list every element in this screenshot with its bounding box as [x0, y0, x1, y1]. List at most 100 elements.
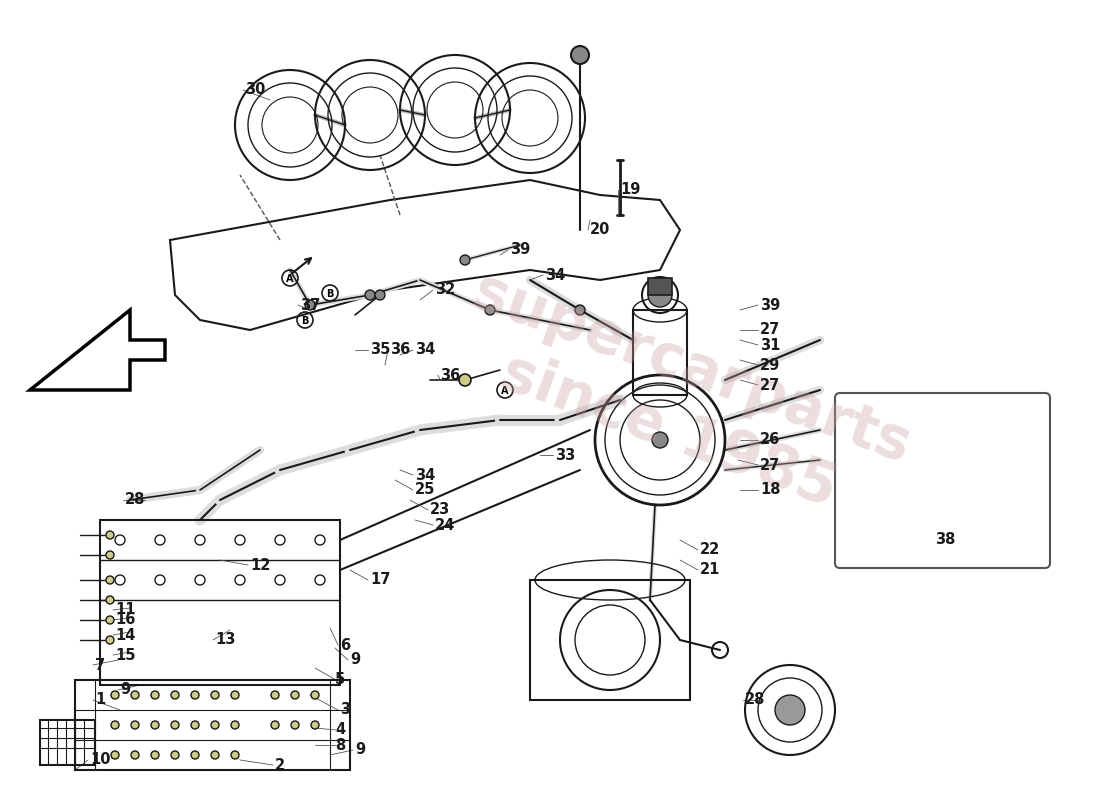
Circle shape — [305, 300, 315, 310]
Circle shape — [575, 305, 585, 315]
Text: 34: 34 — [415, 467, 436, 482]
Circle shape — [106, 551, 114, 559]
Text: A: A — [502, 386, 508, 396]
Bar — [40, 720, 95, 765]
Circle shape — [571, 46, 588, 64]
Text: 37: 37 — [300, 298, 320, 313]
Circle shape — [271, 691, 279, 699]
Circle shape — [231, 721, 239, 729]
Circle shape — [776, 695, 805, 725]
Circle shape — [211, 751, 219, 759]
Text: 13: 13 — [214, 633, 235, 647]
Text: 33: 33 — [556, 447, 575, 462]
Text: 4: 4 — [336, 722, 345, 738]
Circle shape — [106, 596, 114, 604]
Text: 28: 28 — [125, 493, 145, 507]
Bar — [648, 278, 672, 295]
Circle shape — [106, 531, 114, 539]
Text: 24: 24 — [434, 518, 455, 533]
Bar — [955, 480, 979, 492]
Circle shape — [170, 691, 179, 699]
Text: supercarparts
since 1985: supercarparts since 1985 — [442, 263, 917, 537]
Circle shape — [111, 721, 119, 729]
Circle shape — [191, 751, 199, 759]
Text: 3: 3 — [340, 702, 350, 718]
Text: 10: 10 — [90, 753, 110, 767]
Circle shape — [191, 721, 199, 729]
Circle shape — [375, 290, 385, 300]
Text: 6: 6 — [340, 638, 350, 653]
Text: 27: 27 — [760, 322, 780, 338]
Text: 39: 39 — [510, 242, 530, 258]
Text: 26: 26 — [760, 433, 780, 447]
Text: 38: 38 — [935, 533, 956, 547]
Text: 27: 27 — [760, 378, 780, 393]
Circle shape — [311, 721, 319, 729]
Circle shape — [485, 305, 495, 315]
Bar — [100, 520, 340, 685]
Text: 20: 20 — [590, 222, 610, 238]
Bar — [870, 480, 1010, 495]
Text: 25: 25 — [415, 482, 436, 498]
Text: 9: 9 — [355, 742, 365, 758]
Text: 18: 18 — [760, 482, 781, 498]
Text: 30: 30 — [245, 82, 265, 98]
Circle shape — [459, 374, 471, 386]
Circle shape — [131, 751, 139, 759]
Text: 7: 7 — [95, 658, 106, 673]
Circle shape — [106, 576, 114, 584]
Text: B: B — [327, 289, 333, 299]
Text: 21: 21 — [700, 562, 720, 578]
Text: 29: 29 — [760, 358, 780, 373]
Text: 8: 8 — [336, 738, 345, 753]
Circle shape — [131, 721, 139, 729]
Circle shape — [460, 255, 470, 265]
Circle shape — [271, 721, 279, 729]
Text: 5: 5 — [336, 673, 345, 687]
Circle shape — [311, 691, 319, 699]
FancyBboxPatch shape — [835, 393, 1050, 568]
Circle shape — [231, 691, 239, 699]
Circle shape — [170, 751, 179, 759]
Text: 11: 11 — [116, 602, 135, 618]
Text: 19: 19 — [620, 182, 640, 198]
Text: 9: 9 — [120, 682, 130, 698]
Text: 28: 28 — [745, 693, 766, 707]
Text: 23: 23 — [430, 502, 450, 518]
Text: 9: 9 — [350, 653, 360, 667]
Text: 36: 36 — [440, 367, 460, 382]
Circle shape — [106, 616, 114, 624]
Text: 32: 32 — [434, 282, 455, 298]
Text: 22: 22 — [700, 542, 720, 558]
Text: 36: 36 — [390, 342, 410, 358]
Text: 34: 34 — [544, 267, 565, 282]
Text: 35: 35 — [370, 342, 390, 358]
Text: 17: 17 — [370, 573, 390, 587]
Text: 14: 14 — [116, 627, 135, 642]
Circle shape — [648, 283, 672, 307]
Text: A: A — [286, 274, 294, 284]
Text: 39: 39 — [760, 298, 780, 313]
Text: 31: 31 — [760, 338, 780, 353]
Polygon shape — [30, 310, 165, 390]
Text: 1: 1 — [95, 693, 106, 707]
Text: 16: 16 — [116, 613, 135, 627]
Bar — [75, 680, 350, 770]
Bar — [530, 580, 690, 700]
Text: B: B — [301, 316, 309, 326]
Circle shape — [111, 691, 119, 699]
Bar — [996, 475, 1015, 487]
Circle shape — [191, 691, 199, 699]
Text: 27: 27 — [760, 458, 780, 473]
Text: 2: 2 — [275, 758, 285, 773]
Circle shape — [151, 691, 160, 699]
Text: 34: 34 — [415, 342, 436, 358]
Bar — [920, 480, 944, 492]
Circle shape — [106, 636, 114, 644]
Circle shape — [211, 691, 219, 699]
Circle shape — [292, 721, 299, 729]
Bar — [632, 310, 688, 395]
Circle shape — [131, 691, 139, 699]
Circle shape — [151, 721, 160, 729]
Circle shape — [365, 290, 375, 300]
